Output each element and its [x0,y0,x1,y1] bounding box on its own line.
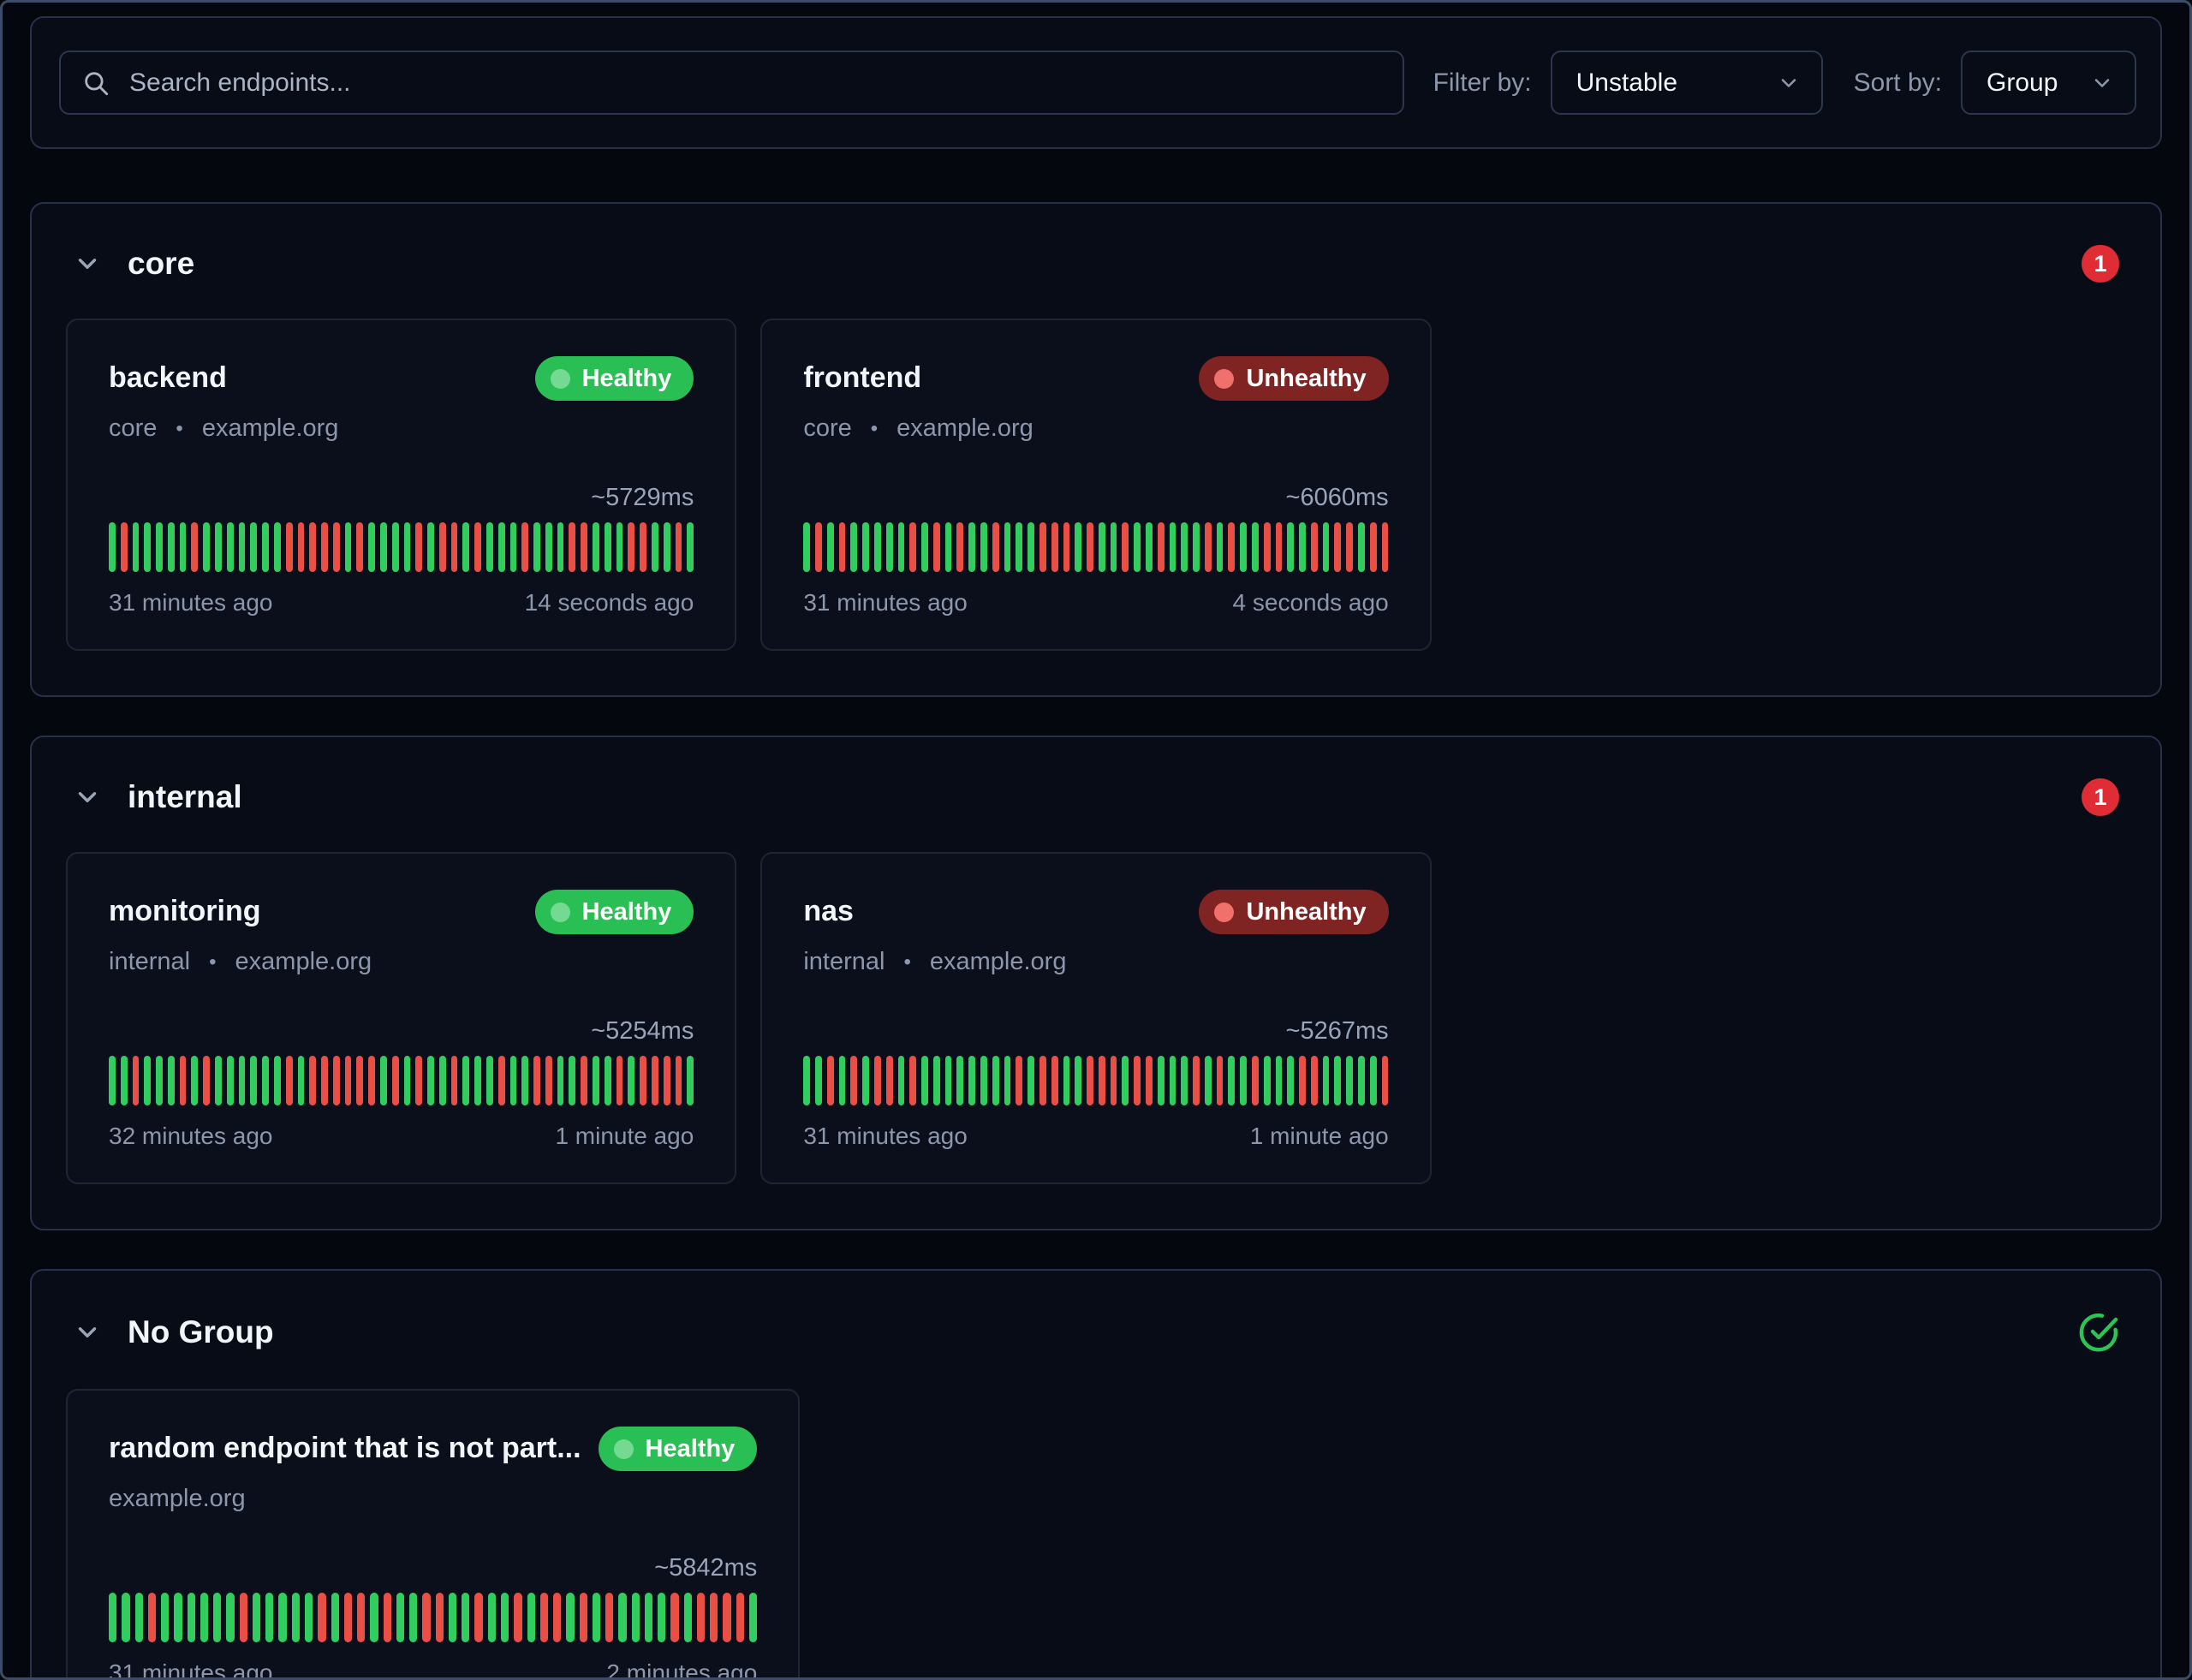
history-end-time: 4 seconds ago [1232,589,1389,616]
status-badge: Unhealthy [1199,890,1389,934]
endpoint-name: backend [109,361,227,394]
chevron-down-icon [78,259,97,269]
status-label: Unhealthy [1246,364,1367,392]
history-end-time: 2 minutes ago [606,1659,758,1680]
status-dot-icon [550,902,570,922]
endpoint-cards-grid: backend Healthy core • example.org ~5729… [66,319,2126,651]
response-time: ~5267ms [1285,1017,1389,1045]
status-badge: Unhealthy [1199,356,1389,401]
status-label: Healthy [581,897,672,926]
response-time: ~5729ms [591,484,694,511]
status-dot-icon [1214,368,1235,389]
endpoint-host: example.org [896,414,1033,442]
endpoint-name: random endpoint that is not part... [109,1432,581,1464]
dot-separator: • [176,416,183,440]
group-title: internal [128,779,242,814]
history-start-time: 31 minutes ago [109,1659,273,1680]
search-icon [85,71,109,95]
dot-separator: • [903,950,911,974]
uptime-history-bars[interactable] [109,1056,694,1105]
history-start-time: 31 minutes ago [109,589,273,616]
status-badge: Healthy [534,356,694,401]
dot-separator: • [870,416,879,440]
uptime-history-bars[interactable] [803,1056,1389,1105]
uptime-history-bars[interactable] [803,522,1389,572]
endpoint-host: example.org [201,414,339,442]
history-end-time: 1 minute ago [555,1123,694,1149]
group-section-internal: internal 1 monitoring Healthy internal •… [30,736,2162,1230]
endpoint-cards-grid: random endpoint that is not part... Heal… [66,1389,2126,1680]
unhealthy-count-badge: 1 [2082,245,2119,283]
status-dot-icon [550,368,570,389]
endpoint-name: frontend [803,361,922,394]
endpoint-group: internal [109,948,191,975]
uptime-history-bars[interactable] [109,522,694,572]
endpoint-card-backend[interactable]: backend Healthy core • example.org ~5729… [66,319,737,651]
group-healthy-check-icon [2078,1312,2119,1353]
group-header-core[interactable]: core 1 [66,229,2126,319]
history-end-time: 14 seconds ago [524,589,694,616]
search-box[interactable] [59,51,1404,115]
endpoint-group: core [803,414,852,442]
filter-by-label: Filter by: [1433,68,1532,97]
filter-selected-value: Unstable [1576,68,1678,97]
endpoint-name: nas [803,895,854,927]
sort-select[interactable]: Group [1961,51,2136,115]
endpoint-card-nas[interactable]: nas Unhealthy internal • example.org ~52… [760,852,1432,1184]
endpoint-group: core [109,414,158,442]
endpoint-card-monitoring[interactable]: monitoring Healthy internal • example.or… [66,852,737,1184]
endpoint-host: example.org [929,948,1067,975]
toolbar: Filter by: Unstable Sort by: Group [30,16,2162,149]
endpoint-name: monitoring [109,895,261,927]
response-time: ~5254ms [591,1017,694,1045]
filter-select[interactable]: Unstable [1550,51,1823,115]
group-header-no-group[interactable]: No Group [66,1296,2126,1389]
chevron-down-icon [1781,78,1796,87]
status-label: Healthy [645,1434,736,1463]
status-label: Healthy [581,364,672,392]
status-badge: Healthy [534,890,694,934]
endpoint-host: example.org [235,948,372,975]
endpoint-host: example.org [109,1485,246,1512]
endpoint-cards-grid: monitoring Healthy internal • example.or… [66,852,2126,1184]
chevron-down-icon [78,1327,97,1337]
status-badge: Healthy [598,1427,758,1471]
endpoint-card-random[interactable]: random endpoint that is not part... Heal… [66,1389,801,1680]
response-time: ~5842ms [654,1554,758,1582]
group-header-internal[interactable]: internal 1 [66,763,2126,852]
response-time: ~6060ms [1285,484,1389,511]
endpoint-card-frontend[interactable]: frontend Unhealthy core • example.org ~6… [760,319,1432,651]
endpoint-group: internal [803,948,885,975]
dot-separator: • [209,950,217,974]
status-label: Unhealthy [1246,897,1367,926]
group-title: core [128,246,195,281]
group-section-no-group: No Group random endpoint that is not par… [30,1269,2162,1680]
status-dot-icon [1214,902,1235,922]
history-end-time: 1 minute ago [1249,1123,1389,1149]
sort-selected-value: Group [1986,68,2058,97]
status-dot-icon [613,1439,634,1459]
unhealthy-count-badge: 1 [2082,778,2119,816]
chevron-down-icon [78,792,97,802]
chevron-down-icon [2094,78,2110,87]
history-start-time: 31 minutes ago [803,589,968,616]
search-input[interactable] [129,68,1382,98]
sort-by-label: Sort by: [1853,68,1942,97]
history-start-time: 32 minutes ago [109,1123,273,1149]
group-title: No Group [128,1314,274,1349]
history-start-time: 31 minutes ago [803,1123,968,1149]
group-section-core: core 1 backend Healthy core • example.or… [30,202,2162,697]
uptime-history-bars[interactable] [109,1593,758,1642]
